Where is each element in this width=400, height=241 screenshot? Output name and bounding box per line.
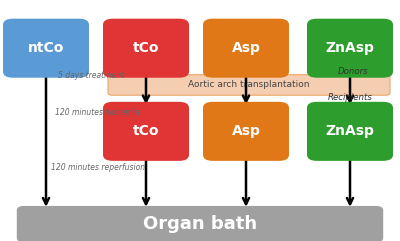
Text: Donors: Donors — [338, 67, 369, 76]
FancyBboxPatch shape — [307, 19, 393, 78]
Text: 120 minutes reperfusion: 120 minutes reperfusion — [51, 163, 145, 172]
Text: 5 days treatment: 5 days treatment — [58, 71, 124, 80]
FancyBboxPatch shape — [307, 102, 393, 161]
Text: tCo: tCo — [133, 124, 159, 138]
Text: ntCo: ntCo — [28, 41, 64, 55]
FancyBboxPatch shape — [103, 19, 189, 78]
FancyBboxPatch shape — [203, 19, 289, 78]
FancyBboxPatch shape — [17, 206, 383, 241]
Text: 120 minutes ischemia: 120 minutes ischemia — [55, 107, 140, 117]
Text: Aortic arch transplantation: Aortic arch transplantation — [188, 80, 310, 89]
Text: ZnAsp: ZnAsp — [326, 41, 374, 55]
Text: tCo: tCo — [133, 41, 159, 55]
Text: Organ bath: Organ bath — [143, 215, 257, 233]
FancyBboxPatch shape — [108, 75, 390, 95]
Text: Asp: Asp — [232, 124, 260, 138]
FancyBboxPatch shape — [3, 19, 89, 78]
Text: ZnAsp: ZnAsp — [326, 124, 374, 138]
Text: Recipients: Recipients — [328, 93, 373, 102]
Text: Asp: Asp — [232, 41, 260, 55]
FancyBboxPatch shape — [103, 102, 189, 161]
FancyBboxPatch shape — [203, 102, 289, 161]
